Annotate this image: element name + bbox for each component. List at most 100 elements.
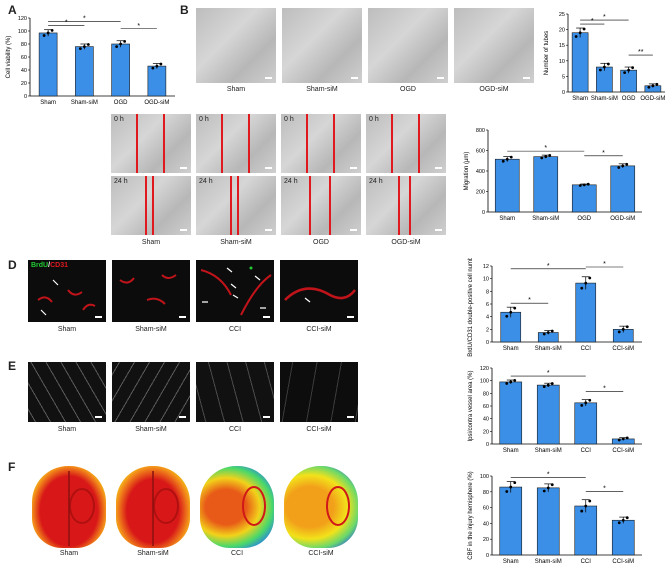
chart-d: 0 2 4 6 8 10 12 BrdU/CD31 double-positive cell … [468,258,642,357]
bar-ogd [111,43,130,97]
y-axis-label: Number of tubes [544,31,550,75]
significance-marker: * [591,18,594,25]
y-tick-label: 0 [562,90,565,96]
bar-ogd [571,184,597,213]
bar-sham [499,486,523,556]
data-point [584,504,588,508]
caption-e-sham-sim: Sham-siM [135,426,167,433]
data-point [509,155,513,159]
vessel-image-cci [196,362,274,422]
y-tick-label: 100 [480,379,489,385]
caption-f-cci-sim: CCI-siM [308,550,334,557]
y-axis-label: Cell viability (%) [6,36,12,79]
data-point [588,276,592,280]
chart-a: 0 20 40 60 80 100 120 Cell viability (%) Sham Sha… [6,16,175,106]
significance-marker: * [602,150,605,157]
data-point [550,483,554,487]
y-tick-label: 80 [21,42,27,48]
fluorescence-image-sham: BrdU/CD31 [28,260,106,322]
data-point [621,437,625,441]
y-tick-label: 400 [476,169,485,175]
y-tick-label: 60 [483,404,489,410]
caption-e-sham: Sham [57,426,77,433]
data-point [159,62,163,66]
x-tick-label: OGD-siM [640,96,665,102]
y-tick-label: 40 [21,68,27,74]
y-tick-label: 40 [483,417,489,423]
data-point [621,164,625,168]
y-tick-label: 80 [483,391,489,397]
tube-image-ogd [368,8,448,83]
vessel-image-cci-sim [280,362,358,422]
y-tick-label: 120 [18,16,27,22]
bar-cci [574,505,598,556]
x-tick-label: Sham-siM [535,346,562,352]
data-point [588,499,592,503]
bar-sham [499,381,523,445]
perfusion-image-sham [32,466,106,548]
x-tick-label: CCI [581,559,592,565]
fluorescence-image-cci-sim [280,260,358,322]
data-point [542,332,546,336]
x-tick-label: Sham-siM [591,96,618,102]
data-point [542,489,546,493]
scratch-0h-sham: 0 h [111,114,191,173]
caption-e-cci: CCI [228,426,242,433]
scratch-0h-sham-sim: 0 h [196,114,276,173]
data-point [119,42,123,46]
data-point [655,82,659,86]
data-point [625,325,629,329]
data-point [78,47,82,51]
data-point [123,40,127,43]
data-point [617,166,621,169]
x-tick-label: Sham-siM [71,100,98,106]
x-tick-label: CCI-siM [612,346,634,352]
x-tick-label: OGD-siM [144,100,169,106]
y-tick-label: 0 [486,553,489,559]
caption-d-sham-sim: Sham-siM [135,326,167,333]
caption-f-sham: Sham [59,550,79,557]
tube-image-sham-sim [282,8,362,83]
caption-c-ogd-sim: OGD-siM [391,239,421,246]
significance-marker: * [603,261,606,268]
data-point [580,286,584,290]
x-tick-label: Sham-siM [535,559,562,565]
chart-f: 0 20 40 60 80 100 CBF in the injury hemisphere… [468,471,642,565]
data-point [621,518,625,522]
data-point [505,382,509,385]
y-tick-label: 80 [483,490,489,496]
significance-marker: * [137,23,140,30]
chart-c: 0 200 400 600 800 Migration (μm) Sham Sham-siM O… [464,128,642,222]
y-tick-label: 100 [18,29,27,35]
caption-f-cci: CCI [230,550,244,557]
y-tick-label: 6 [486,302,489,308]
scratch-24h-ogd: 24 h [281,176,361,235]
data-point [155,64,159,68]
significance-marker: ** [638,49,644,56]
bar-ogd-sim [147,65,167,97]
x-tick-label: CCI-siM [612,448,634,454]
fluorescence-image-sham-sim [112,260,190,322]
x-tick-label: Sham [503,346,519,352]
caption-b-sham: Sham [226,86,246,93]
data-point [598,68,602,72]
data-point [513,306,517,310]
y-tick-label: 10 [559,59,565,65]
bar-sham-sim [536,384,560,445]
significance-marker: * [603,386,606,393]
perfusion-image-cci-sim [284,466,358,548]
caption-e-cci-sim: CCI-siM [306,426,332,433]
data-point [578,184,582,187]
stain-cd31: CD31 [50,262,68,269]
caption-b-ogd-sim: OGD-siM [479,86,509,93]
y-tick-label: 20 [483,429,489,435]
y-tick-label: 200 [476,190,485,196]
data-point [631,66,635,70]
tube-image-ogd-sim [454,8,534,83]
significance-marker: * [65,20,68,27]
data-point [617,521,621,525]
scratch-0h-ogd: 0 h [281,114,361,173]
y-tick-label: 800 [476,128,485,134]
y-tick-label: 0 [486,340,489,346]
y-tick-label: 10 [483,277,489,283]
